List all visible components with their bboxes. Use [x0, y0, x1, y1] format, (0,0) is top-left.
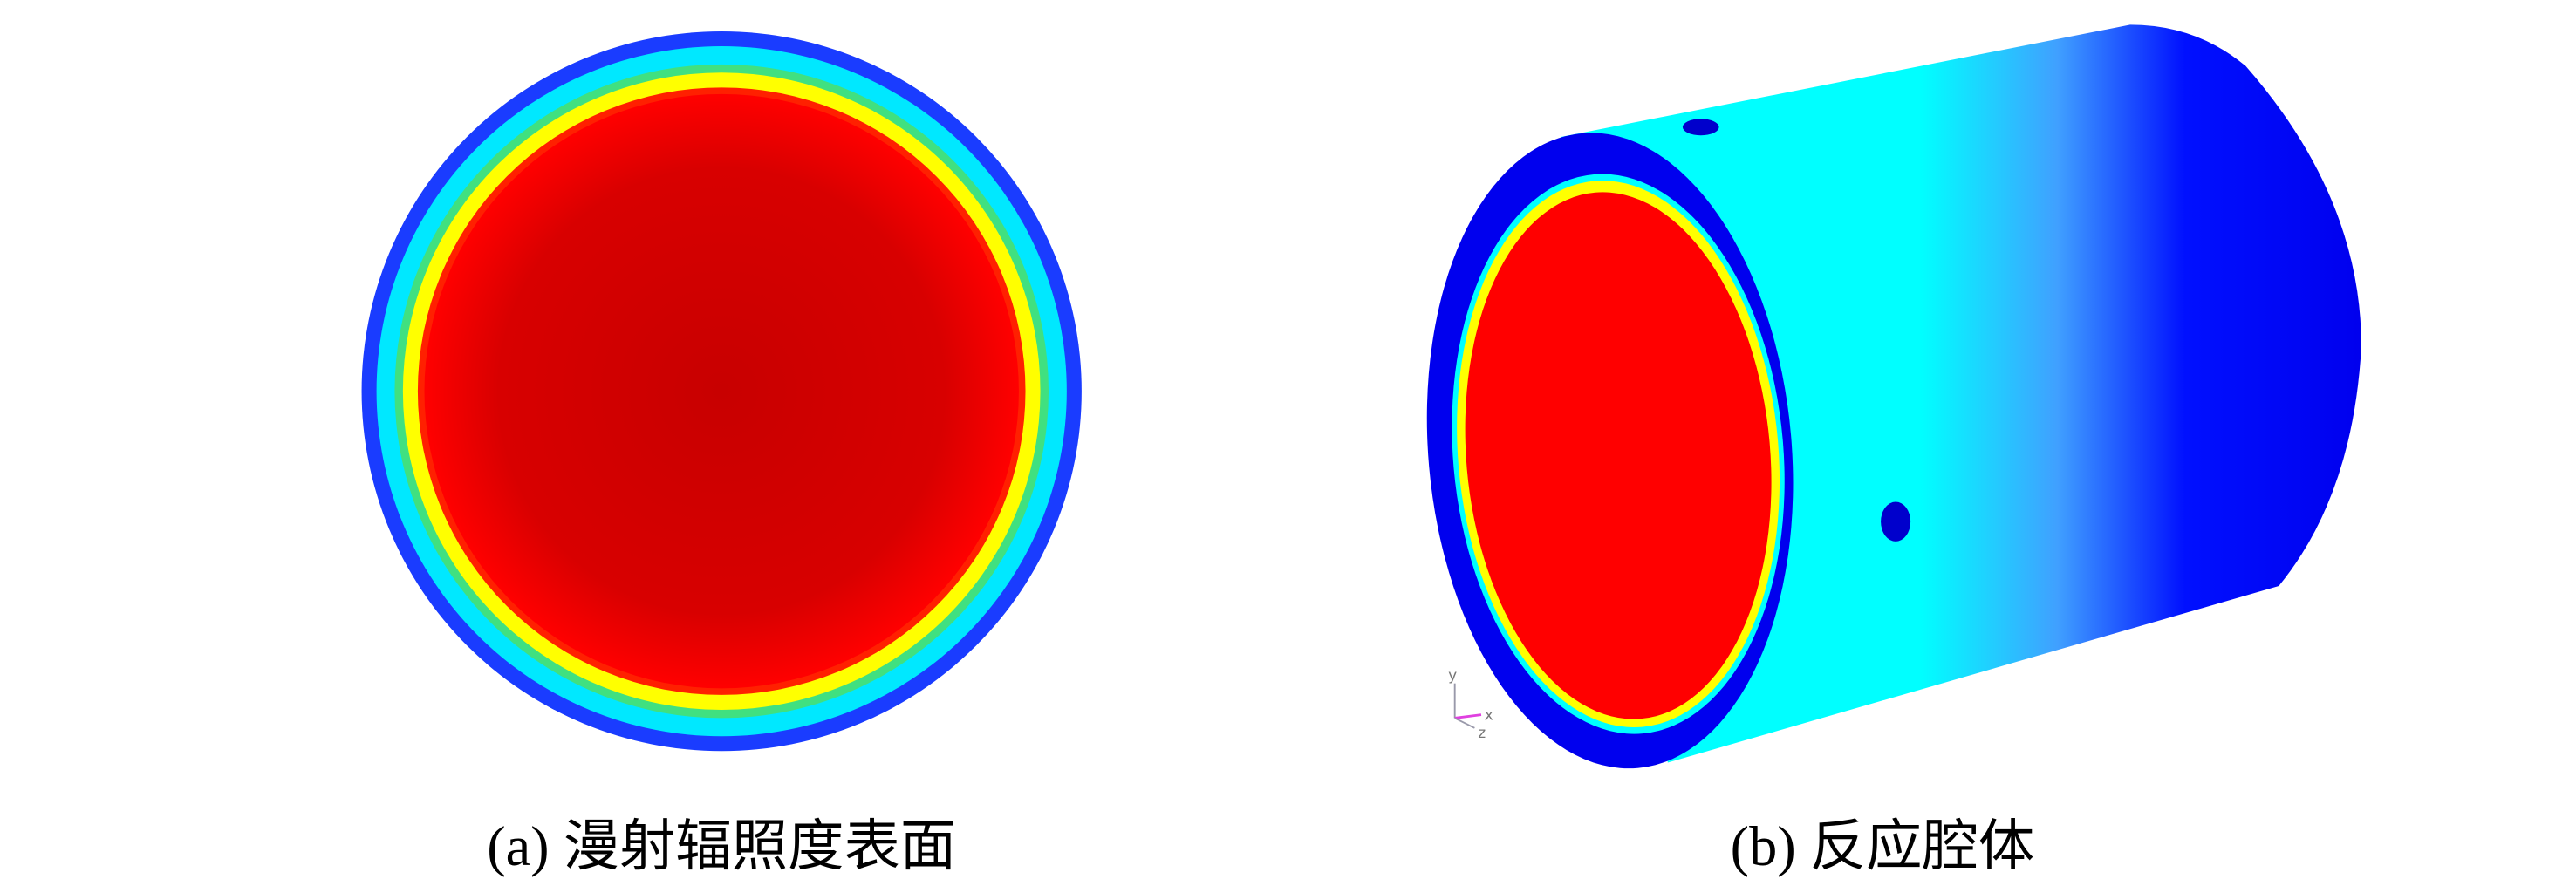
caption: (b) 反应腔体 — [1731, 815, 2035, 877]
panel-a: (a) 漫射辐照度表面 — [361, 31, 1082, 877]
core-red — [1465, 192, 1772, 719]
hole — [1682, 119, 1719, 136]
caption: (a) 漫射辐照度表面 — [487, 815, 956, 877]
axis-label: x — [1485, 706, 1493, 724]
hole — [1881, 501, 1911, 542]
axis-triad: y x z — [1448, 667, 1493, 742]
axis-label: z — [1478, 725, 1486, 742]
core-red — [424, 93, 1019, 689]
panel-b: y x z (b) 反应腔体 — [1426, 24, 2361, 877]
axis-label: y — [1448, 667, 1457, 685]
